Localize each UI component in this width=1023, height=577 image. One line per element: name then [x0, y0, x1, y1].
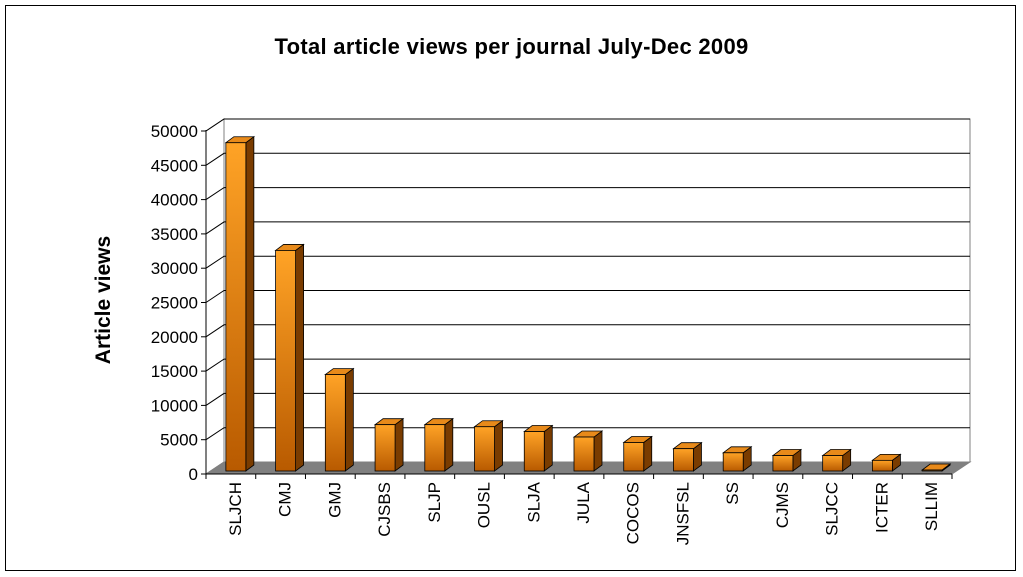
- gridline: [205, 118, 970, 132]
- gridlines: [205, 118, 970, 441]
- y-tick-label: 30000: [151, 259, 198, 278]
- bar-side: [245, 135, 255, 472]
- bar-front: [474, 426, 495, 472]
- x-tick-label: SLJCH: [226, 482, 245, 536]
- bar-front: [424, 424, 446, 472]
- bar-cmj: [274, 243, 305, 472]
- x-tick-label: SLJP: [425, 482, 444, 523]
- x-tick-label: ICTER: [872, 482, 891, 533]
- bar-ousl: [473, 419, 504, 472]
- x-tick-label: JNSFSL: [673, 482, 692, 545]
- bar-jnsfsl: [672, 441, 703, 472]
- y-tick-label: 45000: [151, 156, 198, 175]
- y-tick-label: 15000: [151, 362, 198, 381]
- bar-front: [523, 431, 545, 472]
- x-tick-label: CJMS: [773, 482, 792, 528]
- bar-icter: [871, 453, 902, 472]
- bar-gmj: [324, 367, 355, 472]
- gridline: [205, 290, 970, 303]
- bar-front: [374, 424, 396, 472]
- bar-cocos: [622, 435, 653, 472]
- bar-side: [295, 243, 305, 472]
- x-tick-label: SLJA: [524, 481, 543, 522]
- y-tick-label: 35000: [151, 225, 198, 244]
- y-tick-label: 5000: [160, 431, 198, 450]
- bar-sljp: [423, 417, 454, 472]
- bar-side: [444, 417, 454, 472]
- bar-front: [275, 250, 297, 472]
- x-tick-label: CJSBS: [375, 482, 394, 537]
- bars: [224, 135, 952, 472]
- y-tick-label: 0: [189, 465, 198, 484]
- bar-side: [494, 419, 503, 472]
- gridline: [205, 427, 970, 441]
- y-axis-ticks: 0 5000 10000 15000 20000 25000 30000 35000 40000…: [151, 122, 207, 484]
- bar-sllim: [920, 463, 952, 472]
- chart-title: Total article views per journal July-Dec…: [274, 34, 749, 59]
- bar-front: [822, 455, 844, 472]
- bar-front: [772, 455, 794, 472]
- bar-sljcc: [821, 448, 852, 472]
- bar-ss: [722, 445, 753, 472]
- x-tick-label: OUSL: [475, 482, 494, 528]
- y-tick-label: 40000: [151, 191, 198, 210]
- gridline: [205, 255, 970, 269]
- x-tick-label: SS: [723, 482, 742, 505]
- bar-side: [344, 367, 354, 472]
- bar-front: [623, 442, 645, 472]
- bar-side: [543, 424, 553, 472]
- gridline: [205, 324, 970, 338]
- x-tick-label: CMJ: [276, 482, 295, 517]
- gridline: [205, 152, 970, 166]
- x-tick-label: COCOS: [624, 482, 643, 544]
- gridline: [205, 392, 970, 406]
- y-axis-label: Article views: [92, 236, 115, 364]
- x-tick-label: JULA: [574, 481, 593, 523]
- bar-side: [593, 430, 603, 472]
- bar-front: [872, 459, 893, 472]
- bar-side: [394, 417, 404, 472]
- gridline: [205, 358, 970, 372]
- bar-front: [921, 469, 943, 472]
- x-tick-label: SLLIM: [922, 482, 941, 531]
- bar-cjsbs: [373, 417, 405, 472]
- bar-sljch: [224, 135, 256, 472]
- y-tick-label: 10000: [151, 396, 198, 415]
- x-tick-label: GMJ: [325, 482, 344, 518]
- x-axis-ticks: SLJCH CMJ GMJ CJSBS SLJP OUSL SLJA JULA COCOS JNS…: [205, 473, 953, 545]
- x-tick-label: SLJCC: [823, 482, 842, 536]
- bar-front: [225, 142, 247, 472]
- gridline: [205, 187, 970, 201]
- gridline: [205, 221, 970, 235]
- bar-front: [673, 448, 694, 472]
- bar-front: [573, 436, 595, 472]
- bar-front: [324, 374, 346, 472]
- bar-front: [722, 452, 744, 472]
- bar-slja: [523, 424, 554, 472]
- y-tick-label: 50000: [151, 122, 198, 141]
- chart-walls: [204, 118, 972, 475]
- bar-cjms: [771, 448, 803, 472]
- bar-jula: [572, 430, 604, 472]
- y-tick-label: 25000: [151, 294, 198, 313]
- y-tick-label: 20000: [151, 328, 198, 347]
